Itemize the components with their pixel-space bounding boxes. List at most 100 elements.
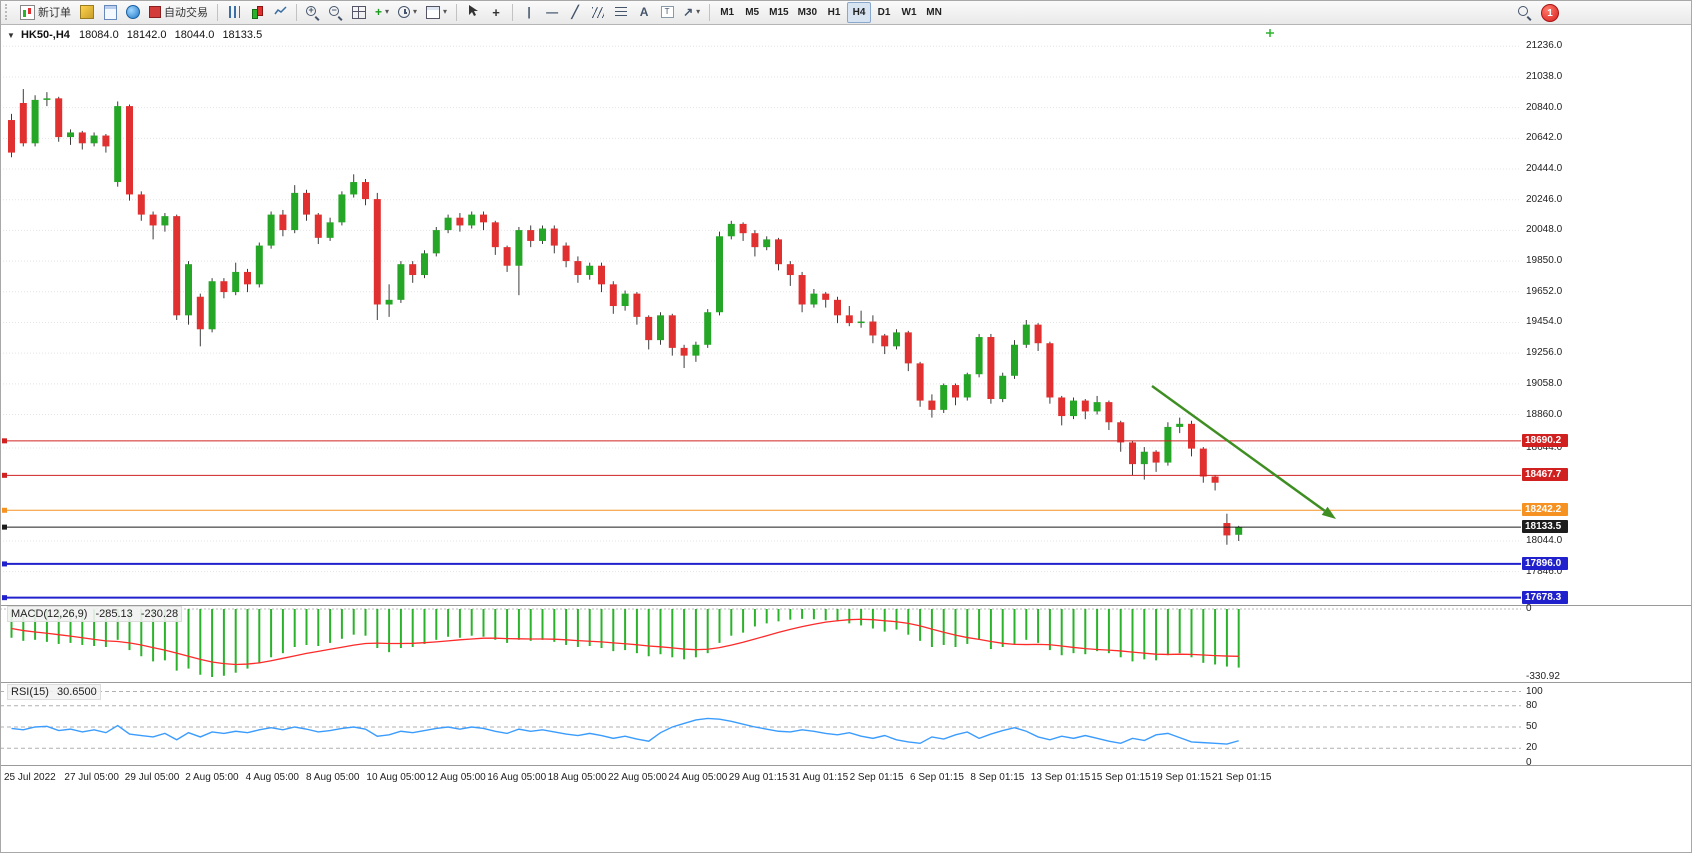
price-axis[interactable]: 21236.0 21038.0 20840.0 20642.0 20444.0 20246… xyxy=(1522,0,1692,853)
toolbar-separator xyxy=(296,3,297,21)
timeframe-button-h4[interactable]: H4 xyxy=(847,1,872,23)
ohlc-low: 18044.0 xyxy=(174,29,215,41)
templates-button[interactable]: ▾ xyxy=(422,2,451,23)
chevron-down-icon: ▾ xyxy=(696,7,701,16)
axis-label: 18860.0 xyxy=(1526,408,1563,420)
cursor-icon xyxy=(467,4,479,20)
time-label: 2 Sep 01:15 xyxy=(849,772,904,783)
timeframe-button-m30[interactable]: M30 xyxy=(794,2,821,23)
ohlc-open: 18084.0 xyxy=(78,29,119,41)
zoom-out-icon: − xyxy=(329,5,343,19)
channel-button[interactable] xyxy=(587,2,609,23)
crosshair-icon: + xyxy=(492,4,500,20)
data-window-icon xyxy=(103,4,117,20)
axis-label: 19850.0 xyxy=(1526,255,1563,267)
time-label: 19 Sep 01:15 xyxy=(1151,772,1212,783)
timeframe-toolbar: M1 M5 M15 M30 H1 H4 D1 W1 MN xyxy=(715,1,946,23)
tile-windows-button[interactable] xyxy=(348,2,370,23)
price-lines[interactable] xyxy=(2,438,1521,601)
trendline-button[interactable]: ╱ xyxy=(564,2,586,23)
macd-signal-line xyxy=(11,618,1239,666)
fibonacci-button[interactable] xyxy=(610,2,632,23)
axis-label: 20 xyxy=(1526,742,1538,754)
price-badge: 18242.2 xyxy=(1522,503,1568,517)
autotrading-icon xyxy=(149,6,161,18)
time-label: 29 Aug 01:15 xyxy=(728,772,788,783)
rsi-line xyxy=(11,717,1239,745)
timeframe-button-m1[interactable]: M1 xyxy=(715,2,739,23)
timeframe-button-d1[interactable]: D1 xyxy=(872,2,896,23)
price-badge: 17678.3 xyxy=(1522,590,1568,604)
market-depth-icon xyxy=(80,5,94,19)
text-button[interactable]: A xyxy=(633,2,655,23)
axis-label: 18644.0 xyxy=(1526,441,1563,453)
plus-glyph: + xyxy=(308,5,314,15)
horizontal-line-icon: — xyxy=(546,5,559,19)
fibonacci-icon xyxy=(615,7,628,17)
arrow-object-icon: ↗ xyxy=(683,5,694,19)
timeframe-button-w1[interactable]: W1 xyxy=(897,2,921,23)
add-indicator-icon: + xyxy=(375,5,383,19)
template-icon xyxy=(426,5,441,19)
trend-arrow-annotation[interactable] xyxy=(1151,384,1336,519)
globe-icon xyxy=(126,5,140,19)
axis-label: 80 xyxy=(1526,699,1538,711)
notification-count: 1 xyxy=(1547,7,1553,19)
bar-chart-button[interactable] xyxy=(223,2,245,23)
price-badge: 18467.7 xyxy=(1522,468,1568,482)
crosshair-button[interactable]: + xyxy=(485,2,507,23)
bar-chart-icon xyxy=(228,6,240,18)
macd-title: MACD(12,26,9) xyxy=(11,608,88,620)
toolbar-grip xyxy=(5,4,11,20)
timeframe-button-m15[interactable]: M15 xyxy=(765,2,792,23)
time-axis[interactable]: 25 Jul 2022 27 Jul 05:00 29 Jul 05:00 2 Aug… xyxy=(0,766,1692,790)
vertical-line-icon: | xyxy=(527,5,531,19)
web-community-button[interactable] xyxy=(122,2,144,23)
rsi-value: 30.6500 xyxy=(56,686,97,698)
time-label: 15 Sep 01:15 xyxy=(1091,772,1151,783)
line-chart-button[interactable] xyxy=(269,2,291,23)
rsi-title: RSI(15) xyxy=(11,686,49,698)
autotrading-label: 自动交易 xyxy=(164,7,208,19)
clock-icon xyxy=(398,6,411,18)
notification-badge[interactable]: 1 xyxy=(1541,4,1559,22)
data-window-button[interactable] xyxy=(99,2,121,23)
text-label-button[interactable]: T xyxy=(656,2,678,23)
axis-label: 20246.0 xyxy=(1526,193,1563,205)
ohlc-high: 18142.0 xyxy=(126,29,167,41)
macd-histogram xyxy=(10,609,1240,677)
collapse-icon[interactable]: ▼ xyxy=(7,31,15,40)
axis-label: 19454.0 xyxy=(1526,316,1563,328)
candlestick-chart-button[interactable] xyxy=(246,2,268,23)
price-badge: 18133.5 xyxy=(1522,520,1568,534)
arrows-button[interactable]: ↗ ▾ xyxy=(679,2,704,23)
indicators-button[interactable]: + ▾ xyxy=(371,2,393,23)
zoom-in-button[interactable]: + xyxy=(302,2,324,23)
time-label: 8 Sep 01:15 xyxy=(970,772,1025,783)
time-label: 8 Aug 05:00 xyxy=(306,772,360,783)
horizontal-line-button[interactable]: — xyxy=(541,2,563,23)
periods-button[interactable]: ▾ xyxy=(394,2,421,23)
time-label: 13 Sep 01:15 xyxy=(1030,772,1091,783)
search-button[interactable] xyxy=(1512,3,1532,23)
axis-label: 19652.0 xyxy=(1526,285,1563,297)
macd-main-value: -285.13 xyxy=(95,608,133,620)
time-label: 10 Aug 05:00 xyxy=(366,772,426,783)
rsi-header: RSI(15) 30.6500 xyxy=(7,684,101,700)
time-label: 27 Jul 05:00 xyxy=(64,772,119,783)
axis-label: 20444.0 xyxy=(1526,163,1563,175)
timeframe-button-mn[interactable]: MN xyxy=(922,2,946,23)
autotrading-button[interactable]: 自动交易 xyxy=(145,2,212,23)
chevron-down-icon: ▾ xyxy=(443,7,448,16)
new-order-button[interactable]: 新订单 xyxy=(16,2,75,23)
cursor-button[interactable] xyxy=(462,2,484,23)
vertical-line-button[interactable]: | xyxy=(518,2,540,23)
channel-icon xyxy=(592,6,605,18)
time-label: 4 Aug 05:00 xyxy=(245,772,299,783)
timeframe-button-h1[interactable]: H1 xyxy=(822,2,846,23)
main-toolbar: 新订单 自动交易 + − + ▾ ▾ ▾ + | — ╱ A T xyxy=(0,0,1692,25)
timeframe-button-m5[interactable]: M5 xyxy=(740,2,764,23)
market-depth-button[interactable] xyxy=(76,2,98,23)
zoom-out-button[interactable]: − xyxy=(325,2,347,23)
